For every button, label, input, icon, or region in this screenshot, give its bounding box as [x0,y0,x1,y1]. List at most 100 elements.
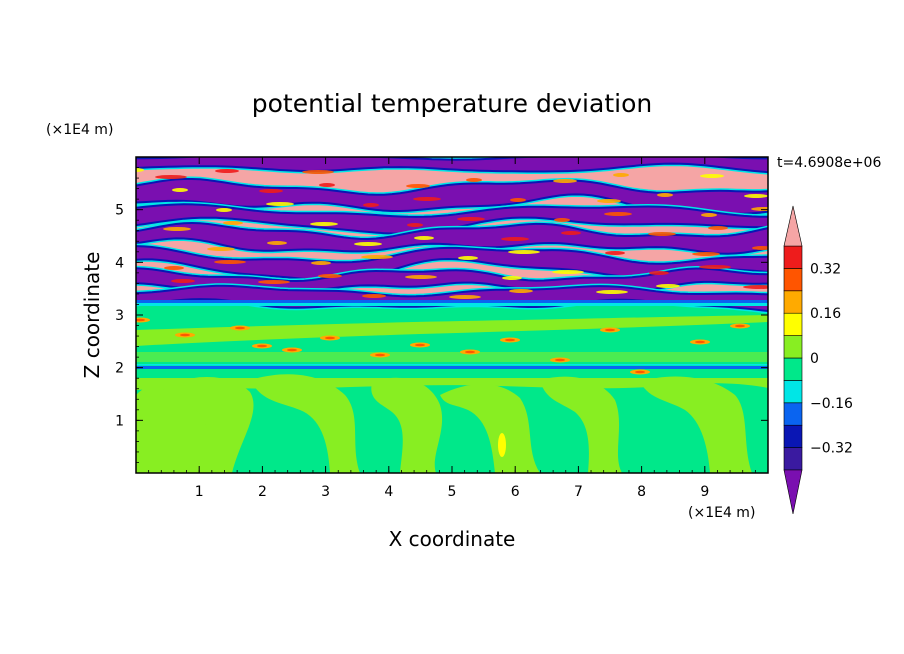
upper-filament [171,279,195,283]
lower-contour [136,378,768,390]
upper-filament [164,266,184,270]
upper-filament [310,222,338,226]
middle-contour [136,315,768,346]
upper-negative-band [136,247,768,280]
upper-filament [708,226,728,230]
time-label: t=4.6908e+06 [777,155,881,171]
colorbar-segment [783,380,803,404]
upper-filament [449,295,481,299]
middle-warm-spot [325,336,335,340]
y-tick-label: 3 [115,308,124,324]
upper-filament [267,241,287,245]
lower-max-spot [498,433,506,457]
colorbar-tick-label: −0.32 [810,441,853,457]
x-tick-label: 1 [195,484,204,500]
colorbar-segment [783,335,803,359]
lower-contour [440,384,540,473]
middle-warm-spot [465,350,475,354]
upper-filament [407,223,423,227]
x-tick-label: 9 [700,484,709,500]
upper-filament [554,218,570,222]
upper-negative-band [136,224,768,253]
upper-filament [216,208,232,212]
upper-filament [752,246,768,250]
upper-filament [318,274,342,278]
middle-warm-spot [257,344,267,348]
upper-filament [458,256,478,260]
upper-filament [656,284,680,288]
upper-filament [692,252,720,256]
colorbar-segment [783,268,803,292]
upper-negative-band [136,157,768,172]
upper-filament [319,183,335,187]
upper-filament [457,217,485,221]
colorbar-tick-label: 0.32 [810,261,841,277]
x-tick-label: 3 [321,484,330,500]
upper-filament [405,275,437,279]
lower-contour [540,376,622,473]
upper-filament [700,174,724,178]
colorbar-segment [783,312,803,336]
y-axis: 1 2 3 4 5 [115,167,768,463]
middle-boundary-line [136,364,768,366]
x-axis-unit: (×1E4 m) [688,505,755,521]
upper-filament [699,265,731,269]
colorbar-tick-label: −0.16 [810,396,853,412]
middle-warm-spot [635,370,645,374]
colorbar-extend-min [783,469,803,515]
upper-filament [553,179,577,183]
upper-negative-band [136,180,768,213]
x-tick-label: 7 [574,484,583,500]
middle-warm-spot [415,343,425,347]
upper-filament [561,231,581,235]
upper-filament [258,280,290,284]
middle-warm-spot [287,348,297,352]
colorbar-segment [783,402,803,426]
upper-filament [648,232,676,236]
x-axis: 1 2 3 4 5 6 7 8 9 [148,157,769,500]
upper-filament [605,251,625,255]
y-axis-label: Z coordinate [80,252,104,379]
upper-filament [363,203,379,207]
upper-filament [657,193,673,197]
upper-boundary [136,300,768,305]
upper-filament [510,198,526,202]
upper-filament [502,276,522,280]
chart-title: potential temperature deviation [252,89,652,118]
upper-filament [466,178,482,182]
colorbar-tick-label: 0.16 [810,306,841,322]
upper-boundary [136,303,768,306]
upper-filament [361,255,393,259]
colorbar: 0.32 0.16 0 −0.16 −0.32 [783,205,853,515]
middle-warm-spot [555,358,565,362]
x-tick-label: 2 [258,484,267,500]
upper-filament [136,168,144,172]
upper-filament [743,285,768,289]
lower-contour [160,377,254,473]
x-axis-label: X coordinate [389,527,516,551]
upper-filament [604,212,632,216]
colorbar-segment [783,245,803,269]
middle-warm-spot [505,338,515,342]
y-axis-unit: (×1E4 m) [46,122,113,138]
x-tick-label: 5 [448,484,457,500]
middle-warm-spot [735,324,745,328]
colorbar-extend-max [783,205,803,247]
upper-filament [613,173,629,177]
colorbar-tick-label: 0 [810,351,819,367]
upper-filament [413,197,441,201]
upper-filament [552,270,584,274]
upper-filament [597,199,621,203]
upper-filament [649,271,669,275]
y-tick-label: 1 [115,413,124,429]
middle-boundary-line [136,366,768,369]
upper-filament [414,236,434,240]
colorbar-segment [783,357,803,381]
upper-filament [302,170,334,174]
upper-filament [501,237,529,241]
middle-warm-spot [605,328,615,332]
upper-filament [163,227,191,231]
upper-filament [744,194,768,198]
middle-warm-spot [375,353,385,357]
upper-filament [406,184,430,188]
